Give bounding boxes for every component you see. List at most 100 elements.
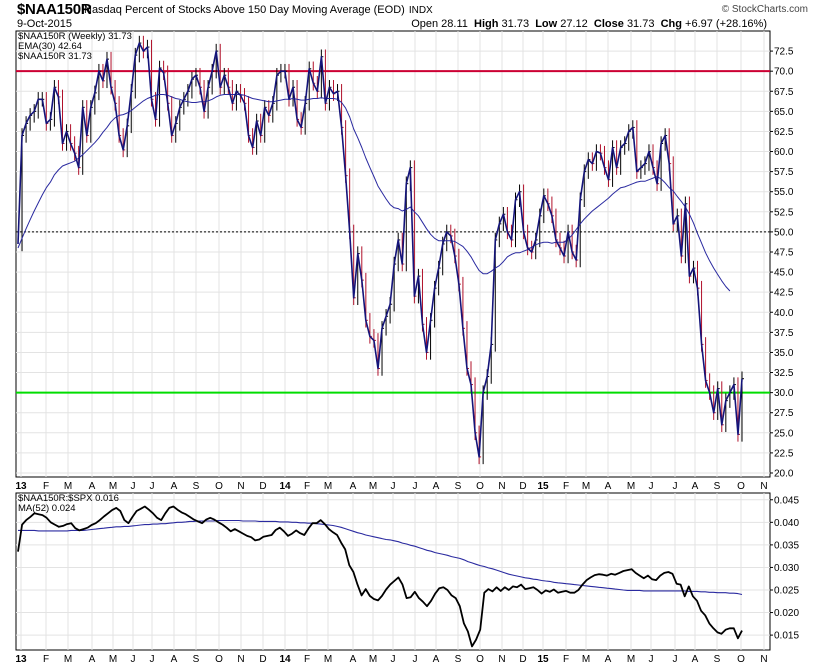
ohlc-readout: Open 28.11 High 31.73 Low 27.12 Close 31…: [411, 18, 767, 30]
price-y-tick-label: 72.5: [774, 47, 794, 58]
price-legend-entry: $NAA150R 31.73: [18, 51, 92, 62]
ratio-y-tick-label: 0.030: [774, 563, 799, 574]
ratio-x-tick-label: J: [413, 654, 418, 665]
ratio-x-tick-label: 15: [537, 654, 549, 665]
ratio-x-tick-label: M: [627, 654, 635, 665]
price-y-tick-label: 67.5: [774, 87, 794, 98]
price-y-tick-label: 62.5: [774, 127, 794, 138]
ratio-x-tick-label: 13: [15, 654, 27, 665]
ratio-x-tick-label: S: [193, 654, 200, 665]
ratio-x-tick-label: J: [391, 654, 396, 665]
ratio-x-tick-label: S: [455, 654, 462, 665]
price-x-tick-label: J: [131, 481, 136, 492]
ratio-x-tick-label: N: [498, 654, 505, 665]
naa150r-spx-ratio-line: [17, 505, 743, 648]
price-y-tick-label: 45.0: [774, 268, 794, 279]
price-y-tick-label: 65.0: [774, 107, 794, 118]
price-x-tick-label: S: [193, 481, 200, 492]
price-y-tick-label: 25.0: [774, 428, 794, 439]
price-x-tick-label: M: [582, 481, 590, 492]
price-y-tick-label: 20.0: [774, 468, 794, 479]
price-y-tick-label: 52.5: [774, 207, 794, 218]
ratio-legend-entry: $NAA150R:$SPX 0.016: [18, 493, 119, 504]
price-x-tick-label: S: [455, 481, 462, 492]
price-x-tick-label: M: [324, 481, 332, 492]
price-x-tick-label: A: [433, 481, 440, 492]
ratio-x-tick-label: N: [237, 654, 244, 665]
low-label: Low: [535, 18, 558, 30]
price-x-tick-label: O: [215, 481, 223, 492]
ratio-x-tick-label: A: [692, 654, 699, 665]
ratio-x-tick-label: 14: [279, 654, 291, 665]
ratio-y-tick-label: 0.025: [774, 585, 799, 596]
price-y-tick-label: 32.5: [774, 368, 794, 379]
brand-watermark: © StockCharts.com: [721, 4, 808, 15]
price-x-tick-label: J: [391, 481, 396, 492]
ratio-x-tick-label: D: [519, 654, 526, 665]
price-x-tick-label: J: [150, 481, 155, 492]
ratio-x-tick-label: O: [476, 654, 484, 665]
ratio-x-tick-label: N: [760, 654, 767, 665]
exchange-label: INDX: [408, 5, 433, 16]
ratio-legend-entry: MA(52) 0.024: [18, 503, 76, 514]
price-y-tick-label: 35.0: [774, 348, 794, 359]
price-x-tick-label: F: [304, 481, 310, 492]
price-y-tick-label: 27.5: [774, 408, 794, 419]
ma52-line: [18, 519, 743, 596]
description-text: Nasdaq Percent of Stocks Above 150 Day M…: [84, 4, 405, 16]
ratio-x-tick-label: M: [64, 654, 72, 665]
symbol-title: $NAA150R: [17, 1, 92, 18]
ratio-y-tick-label: 0.040: [774, 518, 799, 529]
ratio-x-tick-label: M: [324, 654, 332, 665]
price-legend-entry: $NAA150R (Weekly) 31.73: [18, 31, 132, 42]
ratio-x-tick-label: F: [563, 654, 569, 665]
ratio-y-tick-label: 0.035: [774, 540, 799, 551]
price-x-tick-label: A: [605, 481, 612, 492]
ratio-x-tick-label: O: [215, 654, 223, 665]
ratio-y-tick-label: 0.045: [774, 495, 799, 506]
ratio-y-tick-label: 0.020: [774, 608, 799, 619]
close-value: 31.73: [626, 18, 655, 30]
open-label: Open: [411, 18, 439, 30]
ema30-line: [17, 94, 731, 292]
ratio-x-tick-label: J: [150, 654, 155, 665]
high-label: High: [474, 18, 499, 30]
ratio-x-tick-label: J: [649, 654, 654, 665]
price-x-tick-label: A: [171, 481, 178, 492]
price-x-tick-label: M: [64, 481, 72, 492]
ratio-x-tick-label: M: [369, 654, 377, 665]
price-y-tick-label: 42.5: [774, 288, 794, 299]
price-x-tick-label: A: [350, 481, 357, 492]
price-x-tick-label: N: [237, 481, 244, 492]
chart-description: Nasdaq Percent of Stocks Above 150 Day M…: [84, 4, 433, 16]
price-y-tick-label: 30.0: [774, 388, 794, 399]
price-x-tick-label: F: [563, 481, 569, 492]
price-x-tick-label: J: [413, 481, 418, 492]
ratio-y-tick-label: 0.015: [774, 631, 799, 642]
price-y-tick-label: 57.5: [774, 167, 794, 178]
price-x-tick-label: J: [673, 481, 678, 492]
price-x-tick-label: A: [89, 481, 96, 492]
price-x-tick-label: 15: [537, 481, 549, 492]
price-x-tick-label: D: [519, 481, 526, 492]
price-legend-entry: EMA(30) 42.64: [18, 41, 82, 52]
change-label: Chg: [660, 18, 682, 30]
price-x-tick-label: F: [43, 481, 49, 492]
price-y-tick-label: 37.5: [774, 328, 794, 339]
price-x-tick-label: J: [649, 481, 654, 492]
close-label: Close: [593, 18, 624, 30]
price-x-tick-label: S: [714, 481, 721, 492]
ratio-x-tick-label: S: [714, 654, 721, 665]
ratio-x-tick-label: F: [304, 654, 310, 665]
ratio-x-tick-label: J: [131, 654, 136, 665]
ratio-x-tick-label: F: [43, 654, 49, 665]
ratio-x-tick-label: J: [673, 654, 678, 665]
price-y-tick-label: 60.0: [774, 147, 794, 158]
ratio-x-tick-label: M: [582, 654, 590, 665]
price-y-tick-label: 40.0: [774, 308, 794, 319]
price-x-tick-label: O: [476, 481, 484, 492]
high-value: 31.73: [501, 18, 530, 30]
open-value: 28.11: [441, 18, 468, 30]
ratio-x-tick-label: A: [433, 654, 440, 665]
